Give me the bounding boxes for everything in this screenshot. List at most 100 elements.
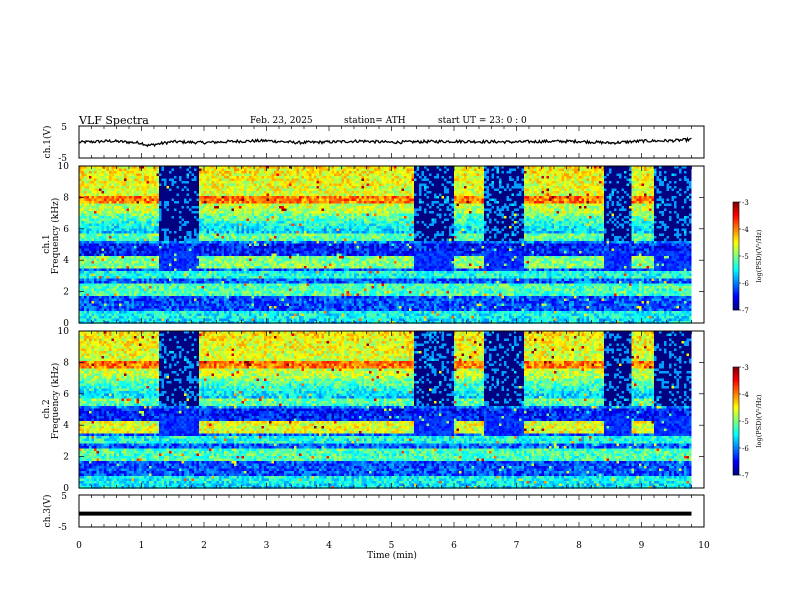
- spectrogram-cell: [357, 169, 360, 172]
- spectrogram-cell: [89, 174, 92, 177]
- spectrogram-cell: [552, 176, 555, 179]
- spectrogram-cell: [394, 169, 397, 172]
- spectrogram-cell: [364, 174, 367, 177]
- spectrogram-cell: [572, 171, 575, 174]
- spectrogram-cell: [249, 176, 252, 179]
- spectrogram-cell: [552, 171, 555, 174]
- spectrogram-cell: [349, 171, 352, 174]
- spectrogram-cell: [349, 169, 352, 172]
- spectrogram-cell: [217, 176, 220, 179]
- spectrogram-cell: [607, 176, 610, 179]
- spectrogram-cell: [629, 176, 632, 179]
- spectrogram-cell: [479, 171, 482, 174]
- spectrogram-cell: [219, 171, 222, 174]
- spectrogram-cell: [617, 171, 620, 174]
- spectrogram-cell: [522, 176, 525, 179]
- spectrogram-cell: [477, 174, 480, 177]
- spectrogram-cell: [332, 176, 335, 179]
- vlf-figure: VLF Spectra Feb. 23, 2025 station= ATH s…: [0, 0, 792, 612]
- spectrogram-cell: [619, 174, 622, 177]
- spectrogram-cell: [524, 176, 527, 179]
- spectrogram-cell: [377, 174, 380, 177]
- spectrogram-cell: [422, 176, 425, 179]
- spectrogram-cell: [159, 171, 162, 174]
- spectrogram-cell: [84, 169, 87, 172]
- spectrogram-cell: [474, 176, 477, 179]
- spectrogram-cell: [124, 169, 127, 172]
- spectrogram-cell: [82, 179, 85, 182]
- spectrogram-cell: [187, 174, 190, 177]
- spectrogram-cell: [474, 174, 477, 177]
- spectrogram-cell: [594, 174, 597, 177]
- spectrogram-cell: [554, 169, 557, 172]
- spectrogram-cell: [374, 171, 377, 174]
- spectrogram-cell: [664, 176, 667, 179]
- spectrogram-cell: [539, 171, 542, 174]
- spectrogram-cell: [314, 176, 317, 179]
- spectrogram-cell: [327, 174, 330, 177]
- spectrogram-cell: [517, 176, 520, 179]
- spectrogram-cell: [107, 176, 110, 179]
- spectrogram-cell: [359, 171, 362, 174]
- spectrogram-cell: [254, 174, 257, 177]
- spectrogram-cell: [232, 169, 235, 172]
- spectrogram-cell: [449, 169, 452, 172]
- spectrogram-cell: [127, 179, 130, 182]
- spectrogram-cell: [649, 174, 652, 177]
- spectrogram-cell: [109, 169, 112, 172]
- spectrogram-cell: [454, 171, 457, 174]
- spectrogram-cell: [579, 171, 582, 174]
- spectrogram-cell: [444, 176, 447, 179]
- spectrogram-cell: [149, 174, 152, 177]
- spectrogram-cell: [472, 174, 475, 177]
- spectrogram-cell: [242, 171, 245, 174]
- spectrogram-cell: [682, 176, 685, 179]
- spectrogram-cell: [107, 179, 110, 182]
- spectrogram-cell: [142, 179, 145, 182]
- spectrogram-cell: [559, 169, 562, 172]
- spectrogram-cell: [382, 174, 385, 177]
- spectrogram-cell: [314, 174, 317, 177]
- spectrogram-cell: [477, 171, 480, 174]
- spectrogram-cell: [182, 174, 185, 177]
- spectrogram-cell: [602, 174, 605, 177]
- spectrogram-cell: [442, 171, 445, 174]
- spectrogram-cell: [214, 174, 217, 177]
- spectrogram-cell: [452, 174, 455, 177]
- spectrogram-cell: [247, 176, 250, 179]
- spectrogram-cell: [254, 169, 257, 172]
- spectrogram-cell: [442, 169, 445, 172]
- spectrogram-cell: [619, 171, 622, 174]
- spectrogram-cell: [512, 174, 515, 177]
- spectrogram-cell: [112, 176, 115, 179]
- spectrogram-cell: [107, 174, 110, 177]
- spectrogram-cell: [684, 169, 687, 172]
- spectrogram-cell: [334, 176, 337, 179]
- spectrogram-cell: [464, 176, 467, 179]
- spectrogram-cell: [379, 174, 382, 177]
- spectrogram-cell: [132, 176, 135, 179]
- spectrogram-cell: [164, 179, 167, 182]
- spectrogram-cell: [522, 169, 525, 172]
- spectrogram-cell: [684, 176, 687, 179]
- spectrogram-cell: [559, 174, 562, 177]
- spectrogram-cell: [402, 176, 405, 179]
- spectrogram-cell: [147, 174, 150, 177]
- spectrogram-cell: [389, 174, 392, 177]
- spectrogram-cell: [519, 176, 522, 179]
- spectrogram-cell: [429, 171, 432, 174]
- spectrogram-cell: [507, 174, 510, 177]
- spectrogram-cell: [272, 174, 275, 177]
- spectrogram-cell: [667, 176, 670, 179]
- spectrogram-cell: [244, 171, 247, 174]
- spectrogram-cell: [662, 169, 665, 172]
- spectrogram-cell: [232, 176, 235, 179]
- spectrogram-cell: [642, 174, 645, 177]
- spectrogram-cell: [217, 174, 220, 177]
- spectrogram-cell: [129, 169, 132, 172]
- spectrogram-cell: [672, 174, 675, 177]
- spectrogram-cell: [667, 171, 670, 174]
- spectrogram-cell: [114, 179, 117, 182]
- spectrogram-cell: [679, 174, 682, 177]
- spectrogram-cell: [139, 179, 142, 182]
